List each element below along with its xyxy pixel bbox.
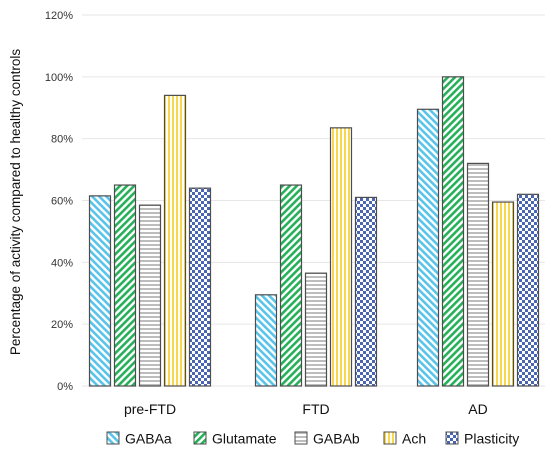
bar-plasticity-pre-ftd [188,187,212,387]
legend: GABAa Glutamate GABAb Ach Plasticity [106,431,519,447]
bar-ach-ftd [329,127,353,387]
legend-swatch-glutamate [193,431,207,445]
bar-gabaa-ad [416,108,440,387]
bar-ach-ad [491,201,515,387]
y-tick-label: 120% [45,10,73,22]
legend-label-glutamate: Glutamate [212,431,277,447]
legend-label-gabaa: GABAa [125,431,172,447]
legend-swatch-gabaa [106,431,120,445]
legend-label-ach: Ach [402,431,426,447]
bar-plasticity-ftd [354,196,378,387]
bar-glutamate-ad [441,76,465,387]
y-tick-label: 100% [45,72,73,84]
bar-ach-pre-ftd [163,94,187,387]
bar-gabab-ftd [304,272,328,387]
y-tick-label: 20% [51,319,73,331]
legend-label-plasticity: Plasticity [464,431,519,447]
y-tick-label: 60% [51,196,73,208]
bar-gabab-pre-ftd [138,204,162,387]
legend-swatch-plasticity [445,431,459,445]
bar-plasticity-ad [516,193,540,387]
legend-label-gabab: GABAb [313,431,360,447]
y-tick-label: 0% [57,381,73,393]
y-axis-label: Percentage of activity compared to healt… [8,49,23,355]
x-tick-labels: pre-FTD FTD AD [124,401,488,417]
y-tick-label: 80% [51,134,73,146]
bars [88,76,540,387]
legend-swatch-gabab [294,431,308,445]
y-tick-labels: 0% 20% 40% 60% 80% 100% 120% [45,10,73,393]
x-tick-label: FTD [302,401,329,417]
y-tick-label: 40% [51,257,73,269]
bar-gabaa-pre-ftd [88,195,112,387]
bar-gabaa-ftd [254,294,278,387]
x-tick-label: pre-FTD [124,401,176,417]
bar-glutamate-pre-ftd [113,184,137,387]
bar-gabab-ad [466,162,490,387]
legend-swatch-ach [383,431,397,445]
bar-glutamate-ftd [279,184,303,387]
x-tick-label: AD [468,401,487,417]
